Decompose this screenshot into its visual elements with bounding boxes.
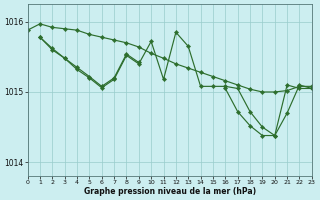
X-axis label: Graphe pression niveau de la mer (hPa): Graphe pression niveau de la mer (hPa) — [84, 187, 256, 196]
